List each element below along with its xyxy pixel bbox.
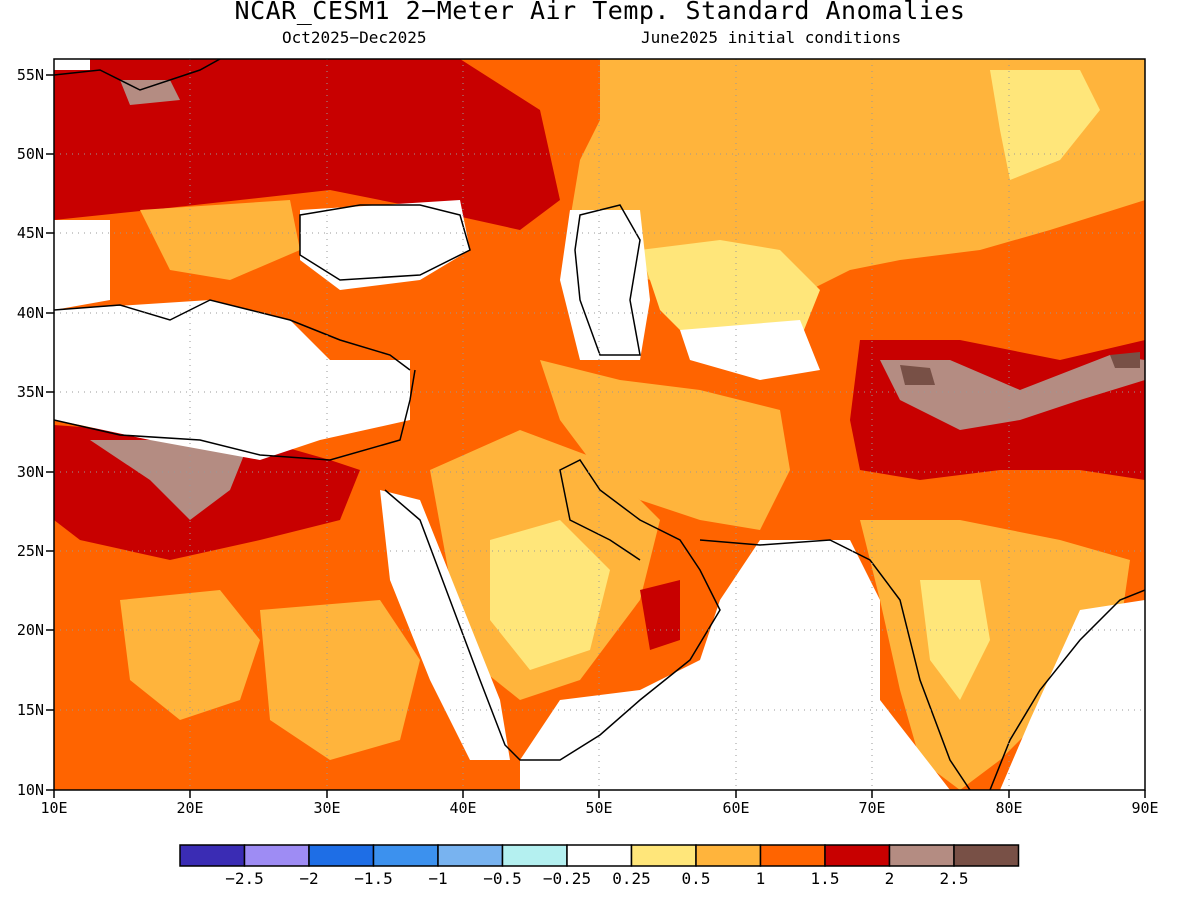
colorbar-label: −2.5 xyxy=(225,869,264,888)
anomaly-siberia-low xyxy=(990,70,1100,180)
lon-tick: 70E xyxy=(858,799,886,817)
colorbar-label: 1.5 xyxy=(810,869,840,888)
colorbar-label: 0.5 xyxy=(681,869,711,888)
colorbar-label: 2 xyxy=(884,869,895,888)
lat-tick: 20N xyxy=(16,621,44,639)
lat-tick: 15N xyxy=(16,701,44,719)
colorbar-swatch xyxy=(759,844,826,867)
colorbar-label: 2.5 xyxy=(939,869,969,888)
anomaly-balkans xyxy=(140,200,300,280)
colorbar-swatch xyxy=(953,844,1020,867)
anomaly-tibet-max xyxy=(900,365,935,385)
colorbar-label: 0.25 xyxy=(612,869,651,888)
anomaly-iran xyxy=(540,360,790,530)
colorbar-swatch xyxy=(437,844,504,867)
anomaly-field xyxy=(54,59,1145,790)
red-sea-neutral xyxy=(380,490,510,760)
colorbar-swatch xyxy=(308,844,375,867)
colorbar-swatch xyxy=(824,844,891,867)
colorbar-swatch xyxy=(372,844,439,867)
bay-of-bengal-neutral xyxy=(1000,600,1145,790)
colorbar-swatch xyxy=(566,844,633,867)
lat-tick: 55N xyxy=(16,66,44,84)
anomaly-africa-b xyxy=(260,600,420,760)
lat-tick: 50N xyxy=(16,145,44,163)
anomaly-india-low xyxy=(920,580,990,700)
north-sea-neutral xyxy=(54,59,90,70)
arabian-sea-neutral xyxy=(520,540,950,790)
lon-tick: 60E xyxy=(722,799,750,817)
anomaly-arabia-low xyxy=(490,520,610,670)
colorbar-swatch xyxy=(630,844,697,867)
lon-tick: 10E xyxy=(40,799,68,817)
coastlines xyxy=(54,59,1145,790)
lat-tick: 10N xyxy=(16,781,44,799)
colorbar-swatch xyxy=(179,844,246,867)
colorbar-label: −2 xyxy=(299,869,319,888)
lat-tick: 30N xyxy=(16,463,44,481)
colorbar-label: −1 xyxy=(428,869,448,888)
central-asia-neutral xyxy=(680,320,820,380)
anomaly-europe xyxy=(54,59,560,230)
anomaly-europe-high xyxy=(120,80,180,105)
lon-tick: 20E xyxy=(176,799,204,817)
anomaly-tibet xyxy=(880,355,1145,430)
colorbar-swatch xyxy=(243,844,310,867)
lon-tick: 80E xyxy=(995,799,1023,817)
lat-tick: 25N xyxy=(16,542,44,560)
map-title: NCAR_CESM1 2−Meter Air Temp. Standard An… xyxy=(234,0,966,25)
colorbar-swatch xyxy=(695,844,762,867)
colorbar-swatch xyxy=(501,844,568,867)
anomaly-africa-a xyxy=(120,590,260,720)
black-sea-neutral xyxy=(300,200,470,290)
colorbar-label: 1 xyxy=(755,869,766,888)
anomaly-north-africa-high xyxy=(90,440,250,520)
colorbar-label: −0.5 xyxy=(483,869,522,888)
lat-tick: 40N xyxy=(16,304,44,322)
lon-tick: 40E xyxy=(449,799,477,817)
lat-tick: 45N xyxy=(16,224,44,242)
caspian-neutral xyxy=(560,210,650,360)
colorbar-label: −1.5 xyxy=(354,869,393,888)
lon-tick: 30E xyxy=(313,799,341,817)
lon-tick: 50E xyxy=(585,799,613,817)
initial-conditions: June2025 initial conditions xyxy=(641,28,902,47)
lat-tick: 35N xyxy=(16,383,44,401)
anomaly-tibet-max-east xyxy=(1110,352,1140,368)
anomaly-oman xyxy=(640,580,680,650)
colorbar-label: −0.25 xyxy=(542,869,592,888)
forecast-period: Oct2025−Dec2025 xyxy=(282,28,427,47)
west-mediterranean-neutral xyxy=(54,220,110,310)
mediterranean-neutral xyxy=(54,300,410,460)
lon-tick: 90E xyxy=(1131,799,1159,817)
tick-marks xyxy=(46,74,1146,798)
colorbar-swatch xyxy=(888,844,955,867)
